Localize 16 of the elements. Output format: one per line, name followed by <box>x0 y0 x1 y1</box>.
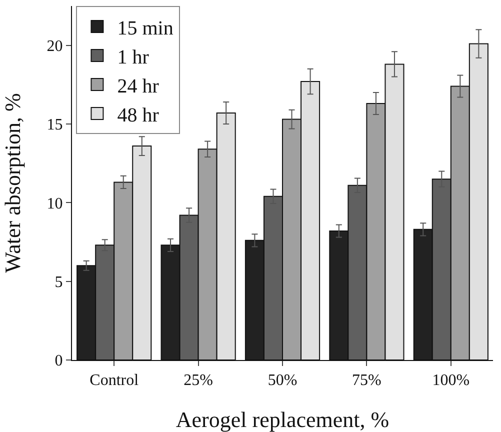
legend-label: 48 hr <box>117 104 160 126</box>
y-tick-label: 5 <box>54 274 63 291</box>
x-tick-label: 25% <box>184 372 213 390</box>
x-tick-label: Control <box>90 372 140 390</box>
legend-label: 1 hr <box>117 46 150 68</box>
x-tick-label: 100% <box>432 372 470 390</box>
y-tick-label: 20 <box>46 38 63 55</box>
y-tick-label: 0 <box>54 352 63 370</box>
legend-label: 24 hr <box>117 75 160 98</box>
x-axis-title: Aerogel replacement, % <box>176 407 390 432</box>
legend-label: 15 min <box>117 17 174 40</box>
y-tick-label: 10 <box>46 195 63 212</box>
y-tick-label: 15 <box>46 116 63 134</box>
x-tick-label: 50% <box>268 372 298 390</box>
x-tick-label: 75% <box>352 372 382 390</box>
y-axis-title: Water absorption, % <box>0 93 25 273</box>
